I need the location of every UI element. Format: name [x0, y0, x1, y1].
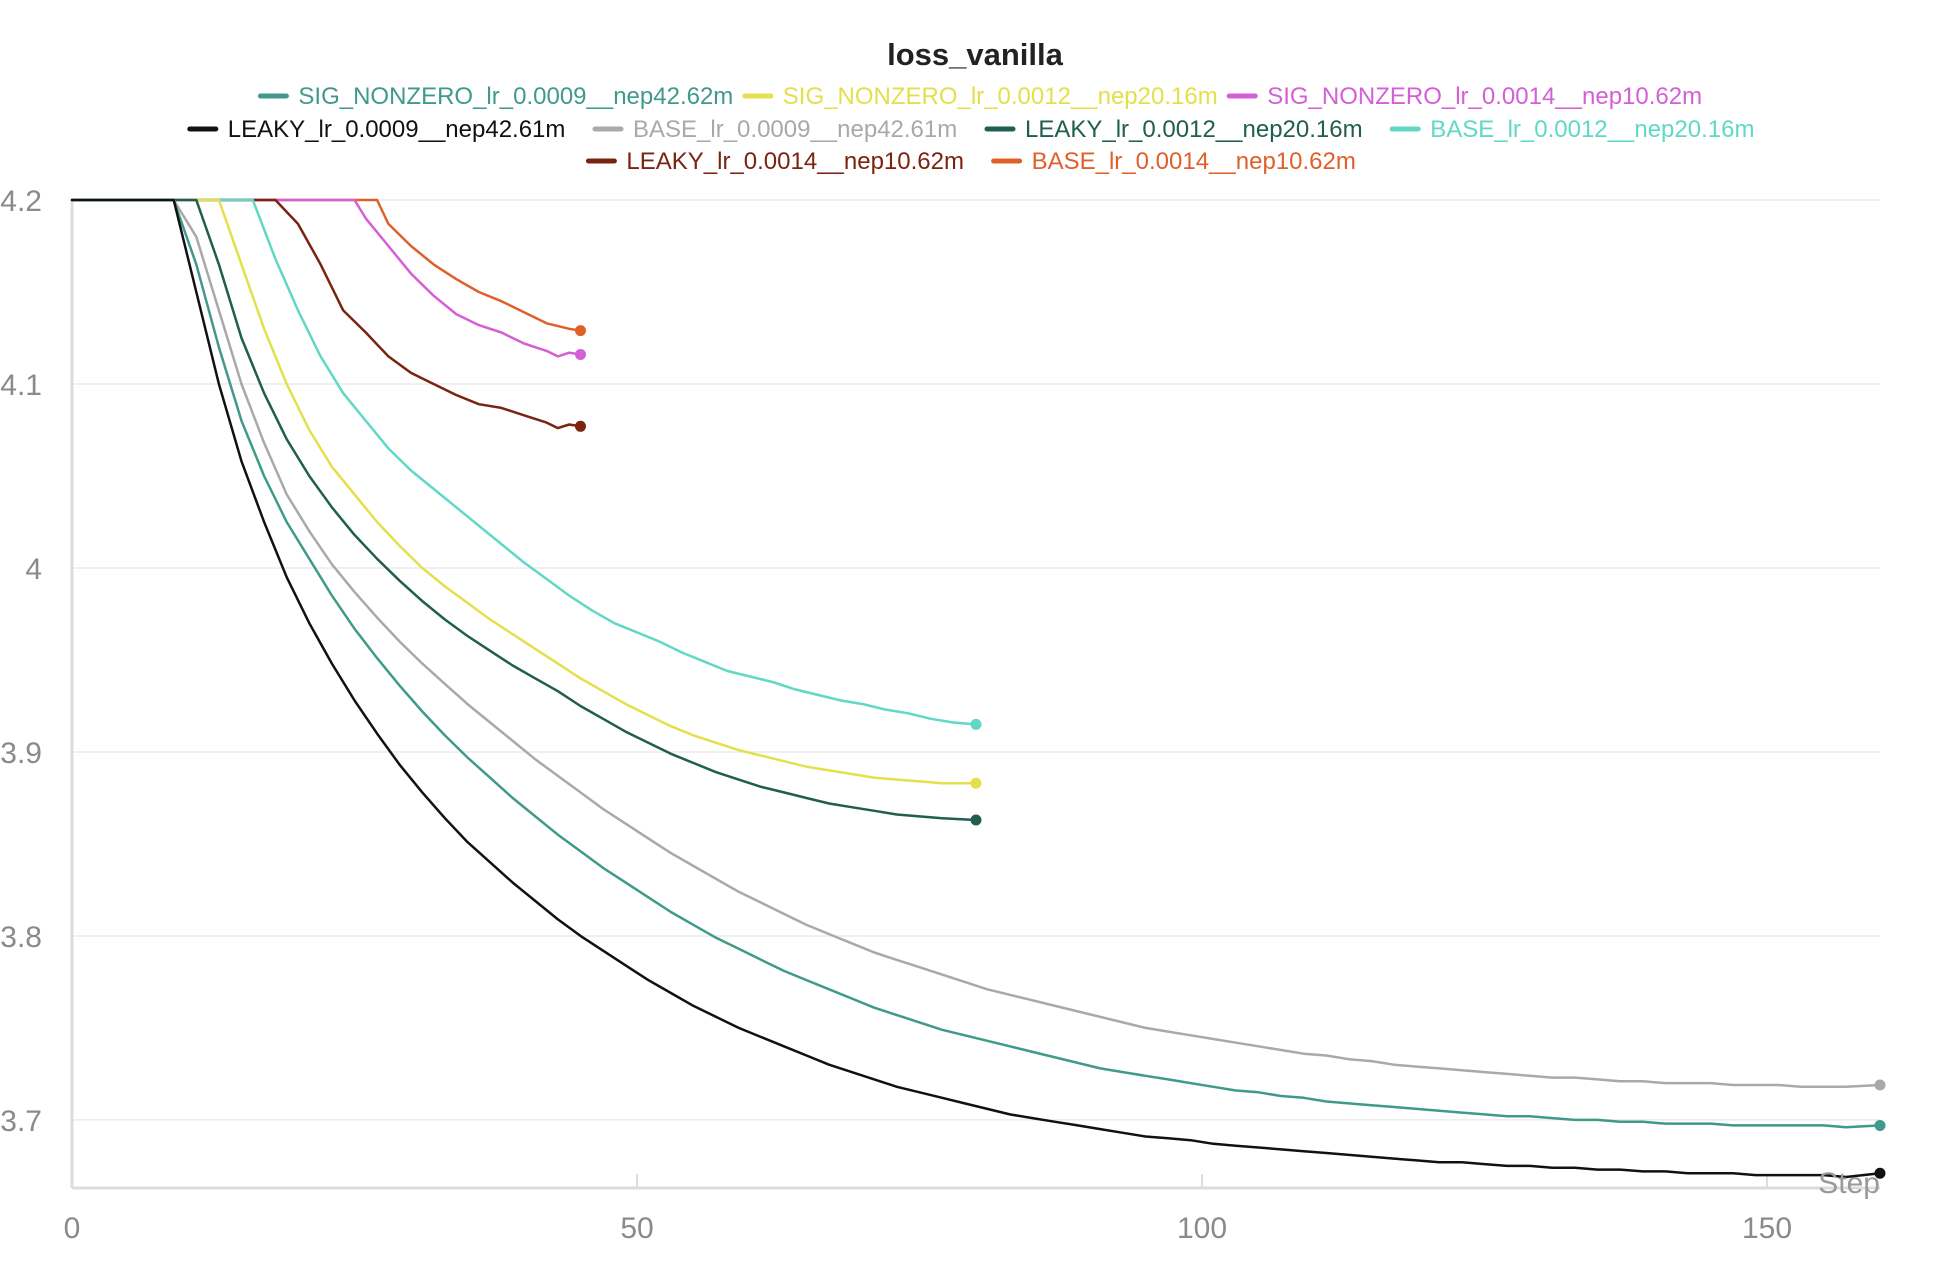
series-sig-nonzero-lr-0-0014-nep10-62m[interactable]	[70, 198, 586, 361]
legend-item[interactable]: BASE_lr_0.0009__nep42.61m	[592, 116, 957, 143]
x-tick-label: 50	[620, 1212, 653, 1245]
legend-item[interactable]: BASE_lr_0.0014__nep10.62m	[991, 148, 1356, 175]
chart-title: loss_vanilla	[887, 37, 1064, 72]
y-tick-label: 4.2	[0, 185, 42, 218]
series-line	[70, 198, 978, 726]
legend-item[interactable]: BASE_lr_0.0012__nep20.16m	[1389, 116, 1754, 143]
x-tick-label: 0	[64, 1212, 81, 1245]
legend-item[interactable]: LEAKY_lr_0.0009__nep42.61m	[187, 116, 566, 143]
series-leaky-lr-0-0012-nep20-16m[interactable]	[70, 198, 982, 826]
series-line	[70, 198, 1882, 1179]
series-end-point	[575, 349, 586, 361]
axes: 3.7 3.8 3.9 4 4.1 4.2 0 50 100 150	[0, 185, 1880, 1245]
grid-lines	[72, 199, 1880, 1121]
series-end-point	[970, 777, 982, 789]
series-end-point	[970, 814, 982, 826]
y-tick-label: 3.8	[0, 921, 42, 954]
series-line	[70, 198, 978, 822]
series-end-point	[575, 420, 586, 432]
series-leaky-lr-0-0009-nep42-61m[interactable]	[70, 198, 1886, 1179]
legend-label: SIG_NONZERO_lr_0.0014__nep10.62m	[1267, 83, 1702, 110]
legend-label: LEAKY_lr_0.0014__nep10.62m	[626, 148, 964, 175]
series-base-lr-0-0012-nep20-16m[interactable]	[70, 198, 982, 730]
legend-label: BASE_lr_0.0014__nep10.62m	[1032, 148, 1356, 175]
series-layer	[70, 198, 1886, 1179]
legend-item[interactable]: SIG_NONZERO_lr_0.0014__nep10.62m	[1226, 83, 1702, 110]
legend-item[interactable]: SIG_NONZERO_lr_0.0009__nep42.62m	[257, 83, 733, 110]
y-tick-label: 3.7	[0, 1105, 42, 1138]
x-axis-label: Step	[1818, 1167, 1880, 1200]
chart-legend[interactable]: SIG_NONZERO_lr_0.0009__nep42.62m SIG_NONZ…	[187, 83, 1755, 175]
y-tick-label: 4.1	[0, 369, 42, 402]
legend-label: LEAKY_lr_0.0009__nep42.61m	[228, 116, 566, 143]
series-line	[70, 198, 582, 332]
legend-item[interactable]: LEAKY_lr_0.0014__nep10.62m	[585, 148, 964, 175]
legend-label: SIG_NONZERO_lr_0.0009__nep42.62m	[298, 83, 733, 110]
series-line	[70, 198, 1882, 1129]
series-line	[70, 198, 582, 430]
series-end-point	[575, 325, 586, 337]
series-sig-nonzero-lr-0-0009-nep42-62m[interactable]	[70, 198, 1886, 1131]
series-sig-nonzero-lr-0-0012-nep20-16m[interactable]	[70, 198, 982, 789]
series-base-lr-0-0014-nep10-62m[interactable]	[70, 198, 586, 337]
legend-label: BASE_lr_0.0009__nep42.61m	[633, 116, 957, 143]
x-tick-label: 150	[1742, 1212, 1792, 1245]
series-end-point	[970, 718, 982, 730]
series-line	[70, 198, 582, 358]
legend-label: LEAKY_lr_0.0012__nep20.16m	[1025, 116, 1363, 143]
y-tick-label: 4	[25, 553, 42, 586]
series-line	[70, 198, 1882, 1089]
series-base-lr-0-0009-nep42-61m[interactable]	[70, 198, 1886, 1091]
legend-item[interactable]: SIG_NONZERO_lr_0.0012__nep20.16m	[742, 83, 1218, 110]
series-end-point	[1874, 1167, 1886, 1179]
series-end-point	[1874, 1079, 1886, 1091]
series-line	[70, 198, 978, 785]
y-tick-label: 3.9	[0, 737, 42, 770]
x-tick-label: 100	[1177, 1212, 1227, 1245]
legend-label: BASE_lr_0.0012__nep20.16m	[1430, 116, 1754, 143]
series-end-point	[1874, 1119, 1886, 1131]
legend-item[interactable]: LEAKY_lr_0.0012__nep20.16m	[984, 116, 1363, 143]
series-leaky-lr-0-0014-nep10-62m[interactable]	[70, 198, 586, 432]
legend-label: SIG_NONZERO_lr_0.0012__nep20.16m	[783, 83, 1218, 110]
